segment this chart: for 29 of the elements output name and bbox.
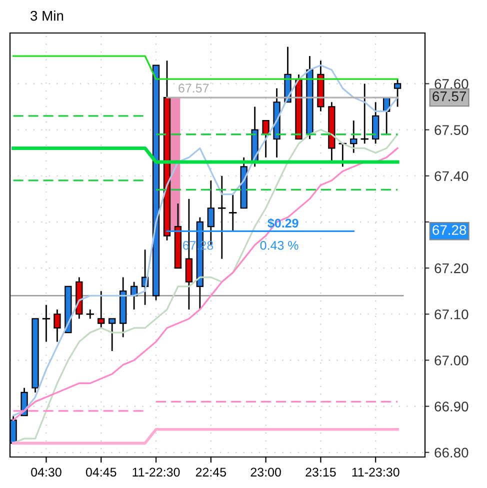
annotation: 67.57 [178,84,209,93]
candlestick [108,318,116,352]
text: 67.57 [432,91,466,102]
x-tick-label: 04:30 [31,468,62,477]
x-tick-label: 23:15 [306,468,336,477]
x-tick-label: 04:45 [86,468,116,477]
x-tick-label: 11-23:30 [352,468,400,477]
x-tick-label: 22:45 [196,468,226,477]
annotation: $0.29 [268,218,298,228]
y-tick-label: 67.60 [434,79,468,89]
y-tick-label: 66.80 [434,448,468,458]
candlestick [262,120,270,158]
candlestick [394,78,402,108]
line-series [12,64,398,416]
text: 67.28 [432,225,466,235]
x-tick-label: 11-22:30 [132,468,180,477]
y-tick-label: 67.00 [434,356,468,366]
annotation: 0.43 % [260,240,298,250]
chart-title: 3 Min [30,10,64,21]
candlestick [54,308,61,342]
y-tick-label: 67.20 [434,263,468,274]
candlestick [372,101,380,144]
y-tick-label: 67.40 [434,171,468,182]
candlestick [350,120,358,154]
y-tick-label: 67.10 [434,309,468,320]
x-tick-label: 23:00 [250,468,281,477]
candlestick [98,290,105,329]
y-tick-label: 67.50 [434,125,468,135]
y-tick-label: 66.90 [434,402,468,412]
